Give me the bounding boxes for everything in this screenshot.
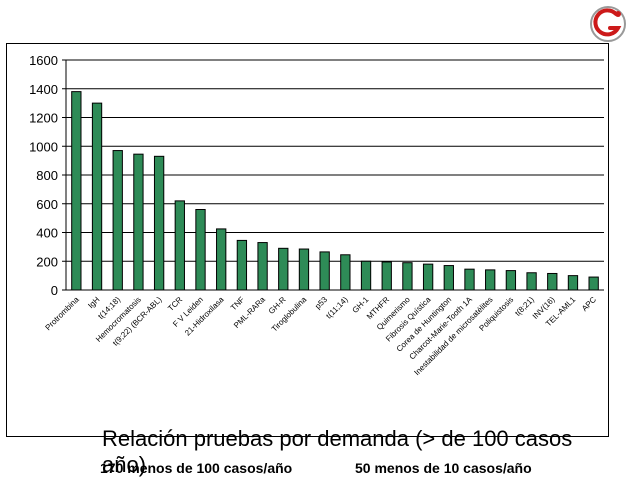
bar	[278, 247, 289, 291]
x-tick-label: APC	[580, 295, 598, 313]
y-tick-label: 200	[36, 254, 58, 269]
bar	[526, 272, 537, 291]
bar	[567, 275, 579, 291]
bar	[298, 248, 310, 291]
y-tick-label: 600	[36, 197, 58, 212]
bar	[112, 150, 123, 291]
y-tick-label: 1200	[29, 111, 58, 126]
bar	[443, 265, 454, 291]
bar	[505, 270, 517, 291]
logo-ring	[590, 6, 626, 42]
chart-title: Relación pruebas por demanda (> de 100 c…	[102, 426, 573, 477]
x-tick-label: IgH	[86, 295, 101, 310]
bar	[174, 200, 185, 291]
bar	[360, 260, 372, 291]
bar-chart: 0 200 400 600 800 1000 1200 1400 1600 Protrombina…	[29, 53, 604, 377]
bar	[402, 262, 413, 291]
bar	[381, 261, 392, 291]
bar	[340, 254, 351, 291]
bar	[257, 242, 268, 291]
chart-frame: 0 200 400 600 800 1000 1200 1400 1600 Protrombina…	[6, 43, 609, 477]
logo-icon	[590, 6, 626, 42]
bar	[153, 155, 165, 291]
bar	[91, 102, 103, 291]
x-tick-label: TCR	[166, 295, 184, 313]
bar	[71, 91, 82, 291]
bar	[319, 251, 330, 291]
bar	[422, 263, 434, 291]
y-tick-label: 1400	[29, 82, 58, 97]
y-tick-label: 1000	[29, 139, 58, 154]
x-tick-label: Protrombina	[44, 295, 82, 333]
bar	[485, 269, 496, 291]
logo-dot	[615, 11, 621, 17]
bar	[216, 228, 227, 291]
footer-note-right: 50 menos de 10 casos/año	[355, 460, 532, 476]
bar	[195, 209, 206, 291]
x-tick-label: t(11;14)	[324, 295, 350, 321]
x-tick-label: TNF	[229, 295, 246, 312]
footer-note-left: 170 menos de 100 casos/año	[100, 460, 293, 476]
bar	[588, 276, 599, 291]
bar	[547, 272, 558, 291]
y-tick-label: 400	[36, 226, 58, 241]
bar	[236, 239, 248, 291]
y-tick-label: 1600	[29, 53, 58, 68]
y-tick-label: 0	[51, 283, 58, 298]
bar	[133, 153, 144, 291]
x-tick-label: p53	[313, 295, 329, 311]
bar	[464, 268, 475, 291]
logo-mark	[593, 8, 622, 37]
y-tick-label: 800	[36, 168, 58, 183]
